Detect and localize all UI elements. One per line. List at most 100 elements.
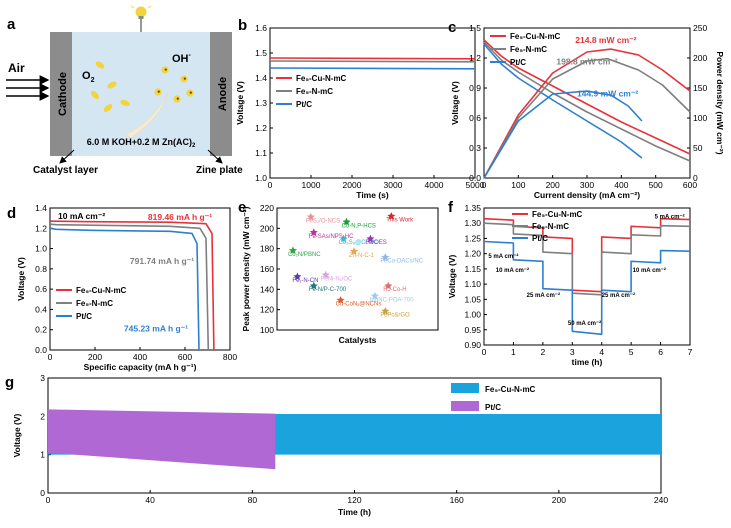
cycling-band-1: [48, 409, 276, 470]
legend-entry: Fe₅-Cu-N-mC: [510, 32, 561, 41]
discharge-curve-1: [49, 223, 210, 351]
power-curve-4: [483, 57, 691, 179]
y-tick-label: 1.6: [255, 23, 267, 33]
y-tick-label: 1.0: [35, 244, 47, 254]
panel-g-letter: g: [5, 374, 14, 391]
catalyst-point-label: Fe-N/P-C-700: [309, 287, 347, 293]
y-tick-label: 0.95: [464, 325, 481, 335]
legend-entry: Fe₅-N-mC: [510, 45, 547, 54]
catalyst-point-label: This Work: [386, 218, 414, 224]
condition-label: 10 mA cm⁻²: [58, 211, 105, 221]
x-tick-label: 200: [552, 495, 566, 505]
x-tick-label: 0: [46, 495, 51, 505]
y-tick-label: 1.1: [255, 148, 267, 158]
panel-b-chart: b 0 1000 2000 3000 4000 5000 1.0 1.1 1.2 1.3 1.4 1.5…: [235, 17, 485, 200]
anode-plate: [210, 32, 232, 156]
x-tick-label: 7: [688, 347, 693, 357]
y2-tick-label: 100: [693, 113, 707, 123]
current-density-label: 5 mA cm⁻²: [655, 214, 685, 221]
catalyst-point-label: MoNC-POA-700: [370, 297, 414, 303]
y-tick-label: 1.00: [464, 310, 481, 320]
legend-swatch: [451, 383, 479, 393]
catalyst-point-label: FePc&rGO: [380, 312, 410, 318]
zinc-plate-label: Zine plate: [196, 165, 243, 176]
y-axis-label: Voltage (V): [12, 413, 22, 457]
y2-tick-label: 0: [693, 173, 698, 183]
x-axis-label: Catalysts: [339, 335, 377, 345]
y-tick-label: 0.6: [469, 113, 481, 123]
y-tick-label: 1.4: [35, 203, 47, 213]
cathode-plate: [50, 32, 72, 156]
power-curve-3: [483, 48, 691, 179]
y2-tick-label: 50: [693, 143, 703, 153]
panel-a-diagram: a Cathode Anode Air O2 OH-: [6, 5, 243, 176]
peak-power-annotation: 214.8 mW cm⁻²: [575, 35, 636, 45]
y-tick-label: 140: [260, 284, 274, 294]
zinc-plate-pointer: [207, 149, 223, 164]
capacity-annotation: 791.74 mA h g⁻¹: [130, 256, 194, 266]
peak-power-annotation: 198.8 mW cm⁻²: [556, 57, 617, 67]
y-tick-label: 160: [260, 264, 274, 274]
y-tick-label: 0.3: [469, 143, 481, 153]
air-label: Air: [8, 61, 25, 75]
legend-entry: Pt/C: [296, 100, 312, 109]
panel-b-letter: b: [238, 17, 247, 34]
legend-entry: Fe₅-N-mC: [532, 222, 569, 231]
catalyst-point-star: [381, 306, 390, 315]
panel-g-chart: g 0 40 80 120 160 200 240 0 1 2 3 Time (h) Voltage (V…: [5, 373, 668, 517]
x-tick-label: 300: [580, 180, 594, 190]
catalyst-point-label: FeS₂/O-NCS: [306, 218, 340, 224]
oh-ions: [154, 66, 194, 103]
panel-e-letter: e: [238, 199, 246, 216]
oh-label: OH-: [172, 52, 192, 65]
capacity-annotation: 819.46 mA h g⁻¹: [148, 212, 212, 222]
x-tick-label: 3: [570, 347, 575, 357]
x-tick-label: 500: [649, 180, 663, 190]
cathode-label: Cathode: [57, 72, 69, 116]
series-line-0: [269, 57, 476, 60]
y-tick-label: 200: [260, 223, 274, 233]
catalyst-point-label: Fe/OES: [365, 240, 386, 246]
catalyst-point-label: RJ-Co-H: [383, 287, 406, 293]
legend-entry: Fe₅-Cu-N-mC: [532, 210, 583, 219]
catalyst-point-star: [288, 246, 297, 255]
series-line-2: [269, 67, 476, 70]
anode-label: Anode: [217, 77, 229, 111]
catalyst-point-label: Cu-CoNₓ@NCNs: [336, 302, 382, 308]
peak-power-annotation: 144.9 mW cm⁻²: [577, 88, 638, 98]
y-axis-label: Voltage (V): [450, 81, 460, 125]
x-tick-label: 800: [223, 352, 237, 362]
legend-entry: Fe₅-N-mC: [76, 299, 113, 308]
y-tick-label: 1.4: [255, 73, 267, 83]
catalyst-point-star: [306, 212, 315, 221]
current-density-label: 5 mA cm⁻²: [488, 253, 518, 260]
plot-frame: [483, 207, 691, 346]
x-tick-label: 80: [248, 495, 258, 505]
y-tick-label: 1.25: [464, 233, 481, 243]
x-axis-label: Time (s): [356, 190, 389, 200]
capacity-annotation: 745.23 mA h g⁻¹: [124, 324, 188, 334]
x-tick-label: 0: [482, 347, 487, 357]
catalyst-point-label: FeCo-DACs/NC: [380, 259, 423, 265]
y-tick-label: 0: [40, 488, 45, 498]
x-tick-label: 600: [683, 180, 697, 190]
catalyst-point-star: [370, 291, 379, 300]
y-tick-label: 0.6: [35, 284, 47, 294]
catalyst-point-star: [309, 228, 318, 236]
legend-entry: Fe₅-Cu-N-mC: [296, 74, 347, 83]
y-tick-label: 0.90: [464, 340, 481, 350]
x-tick-label: 0: [48, 352, 53, 362]
panel-e-chart: e 100 120 140 160 180 200 220 Catalysts Peak powe…: [238, 199, 439, 345]
y-tick-label: 0.0: [469, 173, 481, 183]
y-tick-label: 0.4: [35, 304, 47, 314]
x-tick-label: 1000: [302, 180, 321, 190]
bulb-icon: [130, 5, 152, 19]
x-tick-label: 5000: [466, 180, 485, 190]
y-tick-label: 1: [40, 450, 45, 460]
catalyst-point-star: [381, 253, 390, 261]
o2-label: O2: [82, 70, 95, 84]
catalyst-layer-pointer: [59, 149, 75, 164]
catalyst-point-star: [387, 212, 396, 220]
x-tick-label: 6: [658, 347, 663, 357]
